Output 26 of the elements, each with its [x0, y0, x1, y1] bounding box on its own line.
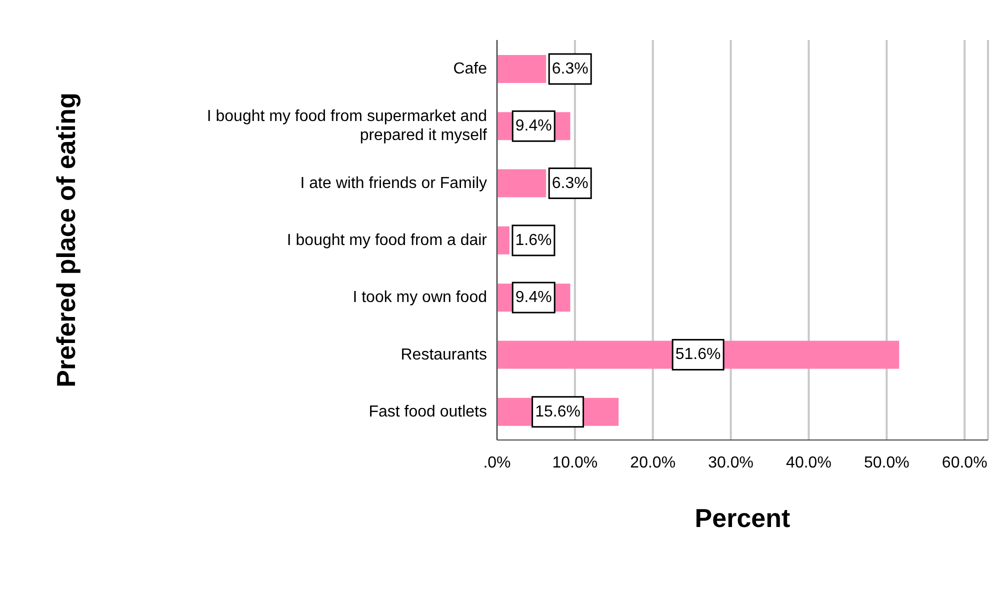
x-tick-label: 10.0% — [552, 454, 598, 472]
x-tick-label: .0% — [483, 454, 511, 472]
x-tick-label: 40.0% — [786, 454, 832, 472]
y-tick-label: I bought my food from a dair — [286, 232, 488, 248]
data-label: 9.4% — [515, 289, 552, 306]
data-label: 6.3% — [552, 60, 588, 78]
y-axis-title: Prefered place of eating — [51, 92, 82, 388]
x-axis-title: Percent — [694, 503, 791, 533]
data-label: 1.6% — [515, 232, 552, 249]
y-tick-label: Cafe — [453, 60, 488, 78]
y-tick-label: Fast food outlets — [368, 402, 487, 420]
data-label: 15.6% — [535, 403, 580, 420]
bar — [497, 55, 546, 83]
bar — [497, 226, 510, 254]
x-tick-label: 20.0% — [630, 454, 676, 472]
bar — [497, 169, 546, 198]
y-tick-label: I took my own food — [352, 288, 487, 306]
x-tick-label: 50.0% — [864, 454, 910, 472]
data-label: 6.3% — [552, 174, 588, 192]
data-label: 9.4% — [515, 118, 552, 135]
x-tick-label: 30.0% — [708, 454, 754, 472]
x-tick-label: 60.0% — [942, 454, 988, 472]
y-tick-label: I bought my food from supermarket and prepared it myself — [206, 108, 488, 144]
y-tick-label: Restaurants — [400, 346, 487, 363]
data-label: 51.6% — [675, 346, 721, 364]
y-tick-label: I ate with friends or Family — [300, 174, 487, 192]
